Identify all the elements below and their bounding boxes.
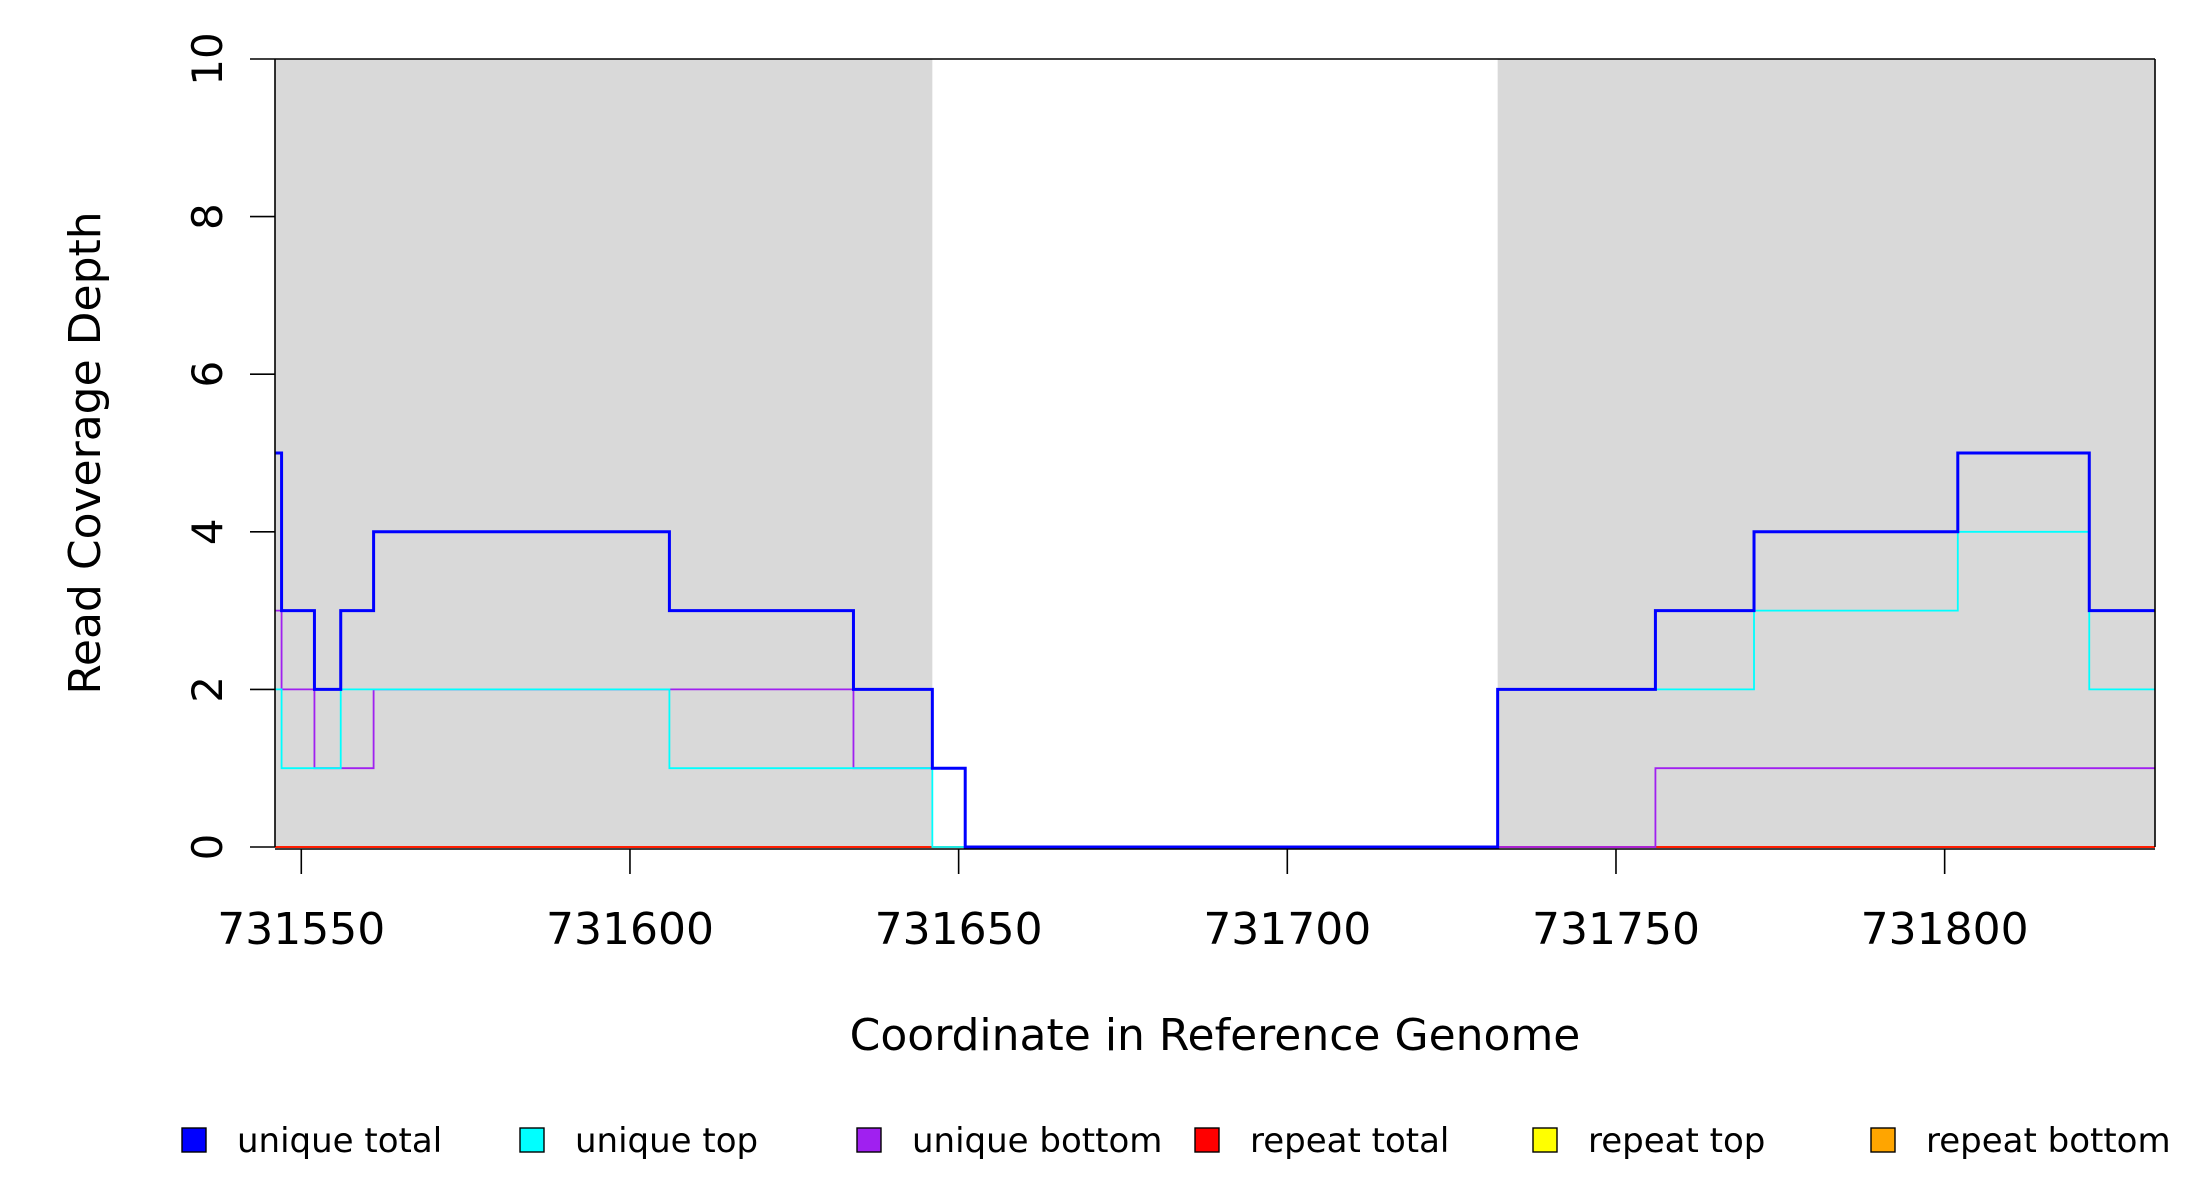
legend-label-repeat-total: repeat total xyxy=(1250,1121,1449,1161)
legend-label-unique-top: unique top xyxy=(575,1121,758,1161)
y-tick-label: 0 xyxy=(183,834,232,861)
x-tick-label: 731750 xyxy=(1532,904,1700,955)
legend-swatch-unique-bottom xyxy=(857,1128,881,1152)
x-tick-label: 731550 xyxy=(217,904,385,955)
x-tick-label: 731600 xyxy=(546,904,714,955)
legend-label-repeat-top: repeat top xyxy=(1588,1121,1765,1161)
legend-swatch-unique-total xyxy=(182,1128,206,1152)
x-tick-label: 731800 xyxy=(1861,904,2029,955)
shaded-regions xyxy=(275,59,2155,847)
legend-swatch-repeat-total xyxy=(1195,1128,1219,1152)
legend-swatch-unique-top xyxy=(520,1128,544,1152)
legend-label-repeat-bottom: repeat bottom xyxy=(1926,1121,2171,1161)
y-tick-label: 8 xyxy=(183,203,232,230)
y-tick-label: 2 xyxy=(183,676,232,703)
y-tick-label: 10 xyxy=(183,32,232,85)
y-tick-label: 6 xyxy=(183,361,232,388)
y-tick-label: 4 xyxy=(183,518,232,545)
x-tick-label: 731650 xyxy=(875,904,1043,955)
y-axis-title: Read Coverage Depth xyxy=(60,211,111,694)
legend-label-unique-bottom: unique bottom xyxy=(912,1121,1162,1161)
x-axis: 731550 731600 731650 731700 731750 731800 xyxy=(217,849,2155,955)
legend-label-unique-total: unique total xyxy=(237,1121,442,1161)
legend-swatch-repeat-bottom xyxy=(1871,1128,1895,1152)
x-tick-label: 731700 xyxy=(1203,904,1371,955)
y-axis: 0 2 4 6 8 10 xyxy=(183,32,275,860)
x-axis-title: Coordinate in Reference Genome xyxy=(850,1010,1581,1061)
legend: unique total unique top unique bottom repea… xyxy=(182,1121,2171,1161)
legend-swatch-repeat-top xyxy=(1533,1128,1557,1152)
